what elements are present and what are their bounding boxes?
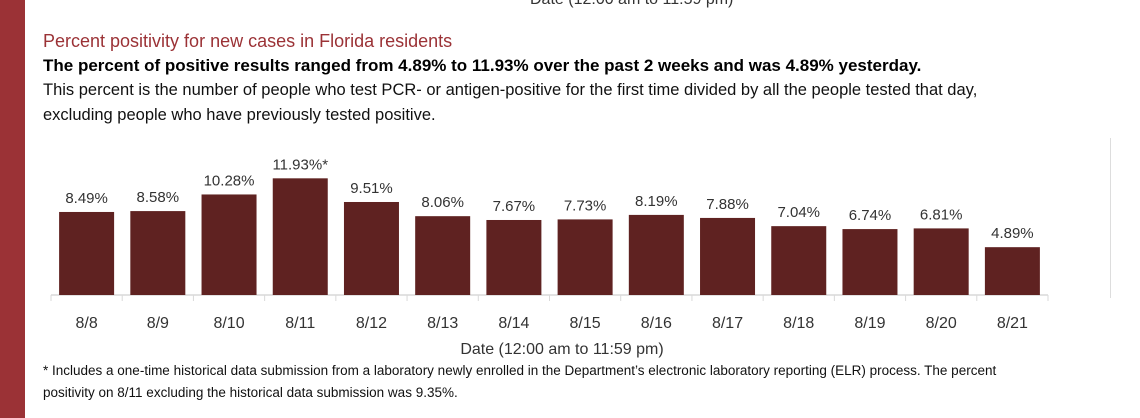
bar-chart: 8.49% 8/8 8.58% 8/9 10.28% 8/10 11.93%* 8/11 9.5… [50,156,1049,332]
x-tick-label: 8/21 [997,315,1028,332]
x-tick-label: 8/20 [926,315,957,332]
data-label: 10.28% [204,172,255,189]
data-label: 6.81% [920,206,963,223]
x-tick-label: 8/11 [285,315,315,332]
bar-8/9 [130,211,186,295]
bar-8/8 [59,211,115,295]
data-label: 11.93%* [272,156,328,173]
data-label: 8.06% [421,194,464,211]
x-tick-label: 8/19 [854,315,885,332]
bar-8/16 [628,214,684,295]
bar-8/11 [272,178,328,295]
chart-title: Percent positivity for new cases in Flor… [43,31,453,51]
bar-8/12 [343,201,399,295]
description-line-2: excluding people who have previously tes… [43,106,436,124]
x-tick-label: 8/17 [712,315,743,332]
x-tick-label: 8/8 [75,315,97,332]
x-tick-label: 8/18 [783,315,814,332]
x-axis-label: Date (12:00 am to 11:59 pm) [460,341,664,358]
bar-8/21 [984,247,1040,295]
bar-8/17 [700,217,756,295]
data-label: 7.88% [706,196,749,213]
description-line-1: This percent is the number of people who… [43,81,978,99]
data-label: 8.49% [65,190,108,207]
bar-8/18 [771,226,827,295]
bar-8/10 [201,194,257,295]
chart-subtitle: The percent of positive results ranged f… [43,56,922,75]
chart-frame [43,138,1111,298]
x-tick-label: 8/13 [427,315,458,332]
data-label: 7.04% [777,204,820,221]
bar-8/15 [557,219,613,295]
bar-8/13 [415,216,471,295]
data-label: 7.73% [564,197,607,214]
data-label: 6.74% [849,207,892,224]
bar-8/14 [486,219,542,295]
x-tick-label: 8/14 [498,315,529,332]
left-accent-bar [0,0,25,418]
footnote-line-1: * Includes a one-time historical data su… [43,363,997,378]
data-label: 7.67% [493,198,536,215]
x-tick-label: 8/10 [213,315,244,332]
previous-chart-axis-label: Date (12:00 am to 11:59 pm) [530,0,733,9]
x-tick-label: 8/12 [356,315,387,332]
x-tick-label: 8/16 [641,315,672,332]
bar-8/19 [842,229,898,295]
data-label: 9.51% [350,180,393,197]
data-label: 4.89% [991,225,1034,242]
footnote-line-2: positivity on 8/11 excluding the histori… [43,385,458,400]
bar-8/20 [913,228,969,295]
x-tick-label: 8/15 [570,315,601,332]
data-label: 8.58% [137,189,180,206]
data-label: 8.19% [635,193,678,210]
x-tick-label: 8/9 [147,315,169,332]
